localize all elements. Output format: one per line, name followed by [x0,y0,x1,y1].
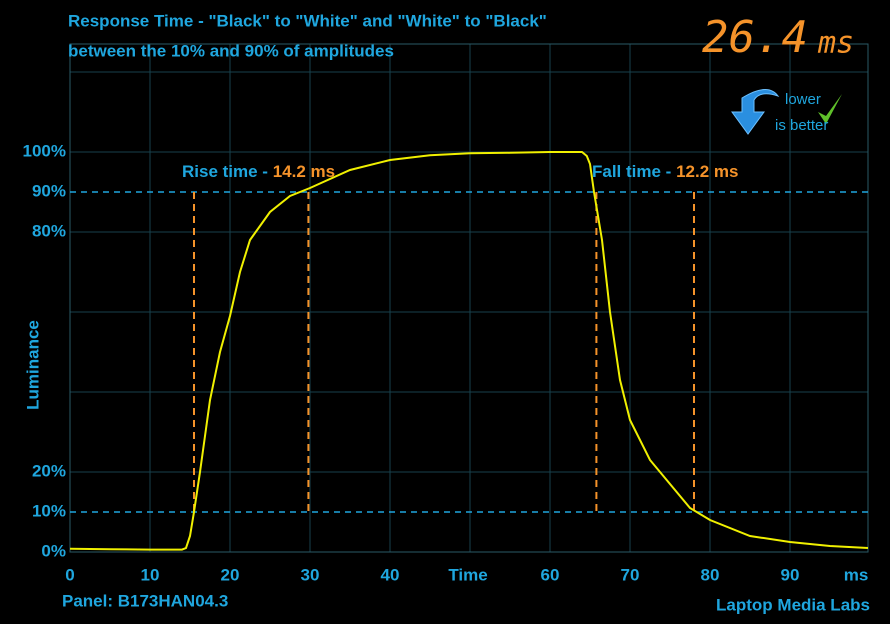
x-axis-label: Time [448,565,487,584]
y-tick-label: 0% [41,541,66,560]
x-axis-unit: ms [844,565,869,584]
fall-label: Fall time - [592,162,676,181]
chart-subtitle: between the 10% and 90% of amplitudes [68,41,394,60]
x-tick-label: 10 [141,565,160,584]
badge-text: is better [775,117,828,134]
fall-annotation: Fall time - 12.2 ms [592,162,738,181]
y-tick-label: 80% [32,221,66,240]
y-tick-label: 100% [23,141,66,160]
rise-annotation: Rise time - 14.2 ms [182,162,335,181]
x-tick-label: 0 [65,565,74,584]
badge-text: lower [785,91,821,108]
rise-label: Rise time - [182,162,273,181]
x-tick-label: 40 [381,565,400,584]
footer-left: Panel: B173HAN04.3 [62,591,228,610]
x-tick-label: 30 [301,565,320,584]
footer-right: Laptop Media Labs [716,595,870,614]
y-axis-label: Luminance [23,320,42,410]
y-tick-label: 90% [32,181,66,200]
x-tick-label: 90 [781,565,800,584]
y-tick-label: 10% [32,501,66,520]
x-tick-label: 20 [221,565,240,584]
data-line [69,151,869,551]
chart-title: Response Time - "Black" to "White" and "… [68,11,547,30]
result-unit: ms [817,26,854,61]
x-tick-label: 70 [621,565,640,584]
result-value: 26.4 [702,12,808,63]
rise-value: 14.2 ms [273,162,335,181]
y-tick-label: 20% [32,461,66,480]
x-tick-label: 80 [701,565,720,584]
badge-icon [731,89,842,135]
x-tick-label: 60 [541,565,560,584]
plot-frame [69,43,869,553]
fall-value: 12.2 ms [676,162,738,181]
